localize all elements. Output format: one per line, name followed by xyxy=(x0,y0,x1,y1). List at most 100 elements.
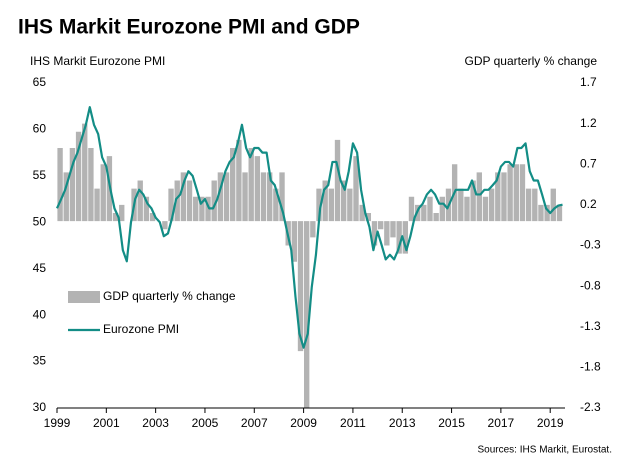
pmi-line xyxy=(55,106,563,349)
bar xyxy=(476,172,482,222)
y-tick-label: 35 xyxy=(33,354,47,368)
bar xyxy=(328,188,335,222)
bar xyxy=(482,196,489,222)
bar xyxy=(112,213,119,222)
bar xyxy=(525,188,532,222)
bar xyxy=(396,221,402,254)
bar xyxy=(439,196,445,222)
y2-tick-label: -2.3 xyxy=(580,400,601,414)
y-tick-label: 30 xyxy=(33,400,47,414)
bar xyxy=(230,148,236,222)
x-tick-label: 2009 xyxy=(290,416,317,430)
bar xyxy=(137,180,143,222)
bar xyxy=(193,196,199,222)
bar xyxy=(174,180,180,222)
y2-tick-label: 1.7 xyxy=(580,75,597,89)
bar xyxy=(340,180,347,222)
bar xyxy=(236,139,242,222)
bar xyxy=(347,188,353,222)
bar xyxy=(100,164,106,222)
bar xyxy=(205,196,211,222)
bar xyxy=(371,221,378,246)
source-note: Sources: IHS Markit, Eurostat. xyxy=(478,445,613,456)
x-tick-label: 2001 xyxy=(93,416,120,430)
x-tick-label: 2011 xyxy=(340,416,366,430)
bar xyxy=(119,204,125,222)
bar xyxy=(149,213,156,222)
bar xyxy=(242,172,248,222)
bar xyxy=(254,156,261,222)
bar xyxy=(390,221,396,238)
bar xyxy=(501,172,507,222)
bar xyxy=(297,221,304,352)
y-axis-title: IHS Markit Eurozone PMI xyxy=(30,54,165,68)
x-tick-label: 2003 xyxy=(142,416,169,430)
bar xyxy=(291,221,298,262)
y-tick-label: 40 xyxy=(33,307,47,321)
y2-tick-label: -0.3 xyxy=(580,238,601,252)
bar xyxy=(223,172,230,222)
bar xyxy=(211,180,217,222)
bar xyxy=(279,172,285,222)
y-tick-label: 60 xyxy=(33,122,47,136)
x-tick-label: 2019 xyxy=(537,416,564,430)
bar xyxy=(433,213,439,222)
bar xyxy=(427,196,433,222)
bar xyxy=(334,139,341,222)
chart-title: IHS Markit Eurozone PMI and GDP xyxy=(18,16,360,39)
x-tick-label: 2015 xyxy=(438,416,465,430)
bar xyxy=(495,172,501,222)
bar xyxy=(513,164,519,222)
bar xyxy=(507,164,513,222)
y-tick-label: 50 xyxy=(33,214,47,228)
bar xyxy=(267,172,273,222)
bar xyxy=(57,148,63,222)
bar xyxy=(162,221,168,230)
y2-tick-label: 1.2 xyxy=(580,116,597,130)
bar xyxy=(322,180,328,222)
bar xyxy=(464,196,470,222)
bar xyxy=(365,213,372,222)
y2-axis-title: GDP quarterly % change xyxy=(464,54,597,68)
legend-label: Eurozone PMI xyxy=(103,322,179,336)
bar xyxy=(408,196,415,222)
y2-tick-label: -0.8 xyxy=(580,278,601,292)
x-tick-label: 2013 xyxy=(389,416,416,430)
y-tick-label: 65 xyxy=(33,75,47,89)
bar xyxy=(82,123,88,222)
y2-tick-label: 0.2 xyxy=(580,197,597,211)
bar xyxy=(186,180,193,222)
bar xyxy=(316,188,322,222)
bar xyxy=(359,204,365,222)
bar xyxy=(94,188,100,222)
y-tick-label: 45 xyxy=(33,261,47,275)
bar xyxy=(458,188,464,222)
legend-swatch xyxy=(68,291,100,303)
y2-tick-label: -1.3 xyxy=(580,319,601,333)
bar xyxy=(63,172,69,222)
bar xyxy=(273,188,279,222)
bar xyxy=(88,148,94,222)
bar xyxy=(519,164,526,222)
x-tick-label: 2017 xyxy=(488,416,515,430)
bar xyxy=(143,196,150,222)
bar xyxy=(248,148,254,222)
bar xyxy=(384,221,390,246)
bar xyxy=(544,204,550,222)
bar xyxy=(556,204,563,222)
x-tick-label: 2005 xyxy=(192,416,219,430)
bar xyxy=(377,221,384,230)
legend-label: GDP quarterly % change xyxy=(103,289,236,303)
bar xyxy=(488,188,495,222)
y2-tick-label: 0.7 xyxy=(580,156,597,170)
bar xyxy=(217,172,224,222)
bar xyxy=(168,188,174,222)
bar xyxy=(470,180,476,222)
bar xyxy=(550,188,556,222)
bar xyxy=(421,204,427,222)
bar xyxy=(75,131,82,222)
bar xyxy=(260,172,267,222)
bar xyxy=(353,156,359,222)
bar xyxy=(180,172,187,222)
